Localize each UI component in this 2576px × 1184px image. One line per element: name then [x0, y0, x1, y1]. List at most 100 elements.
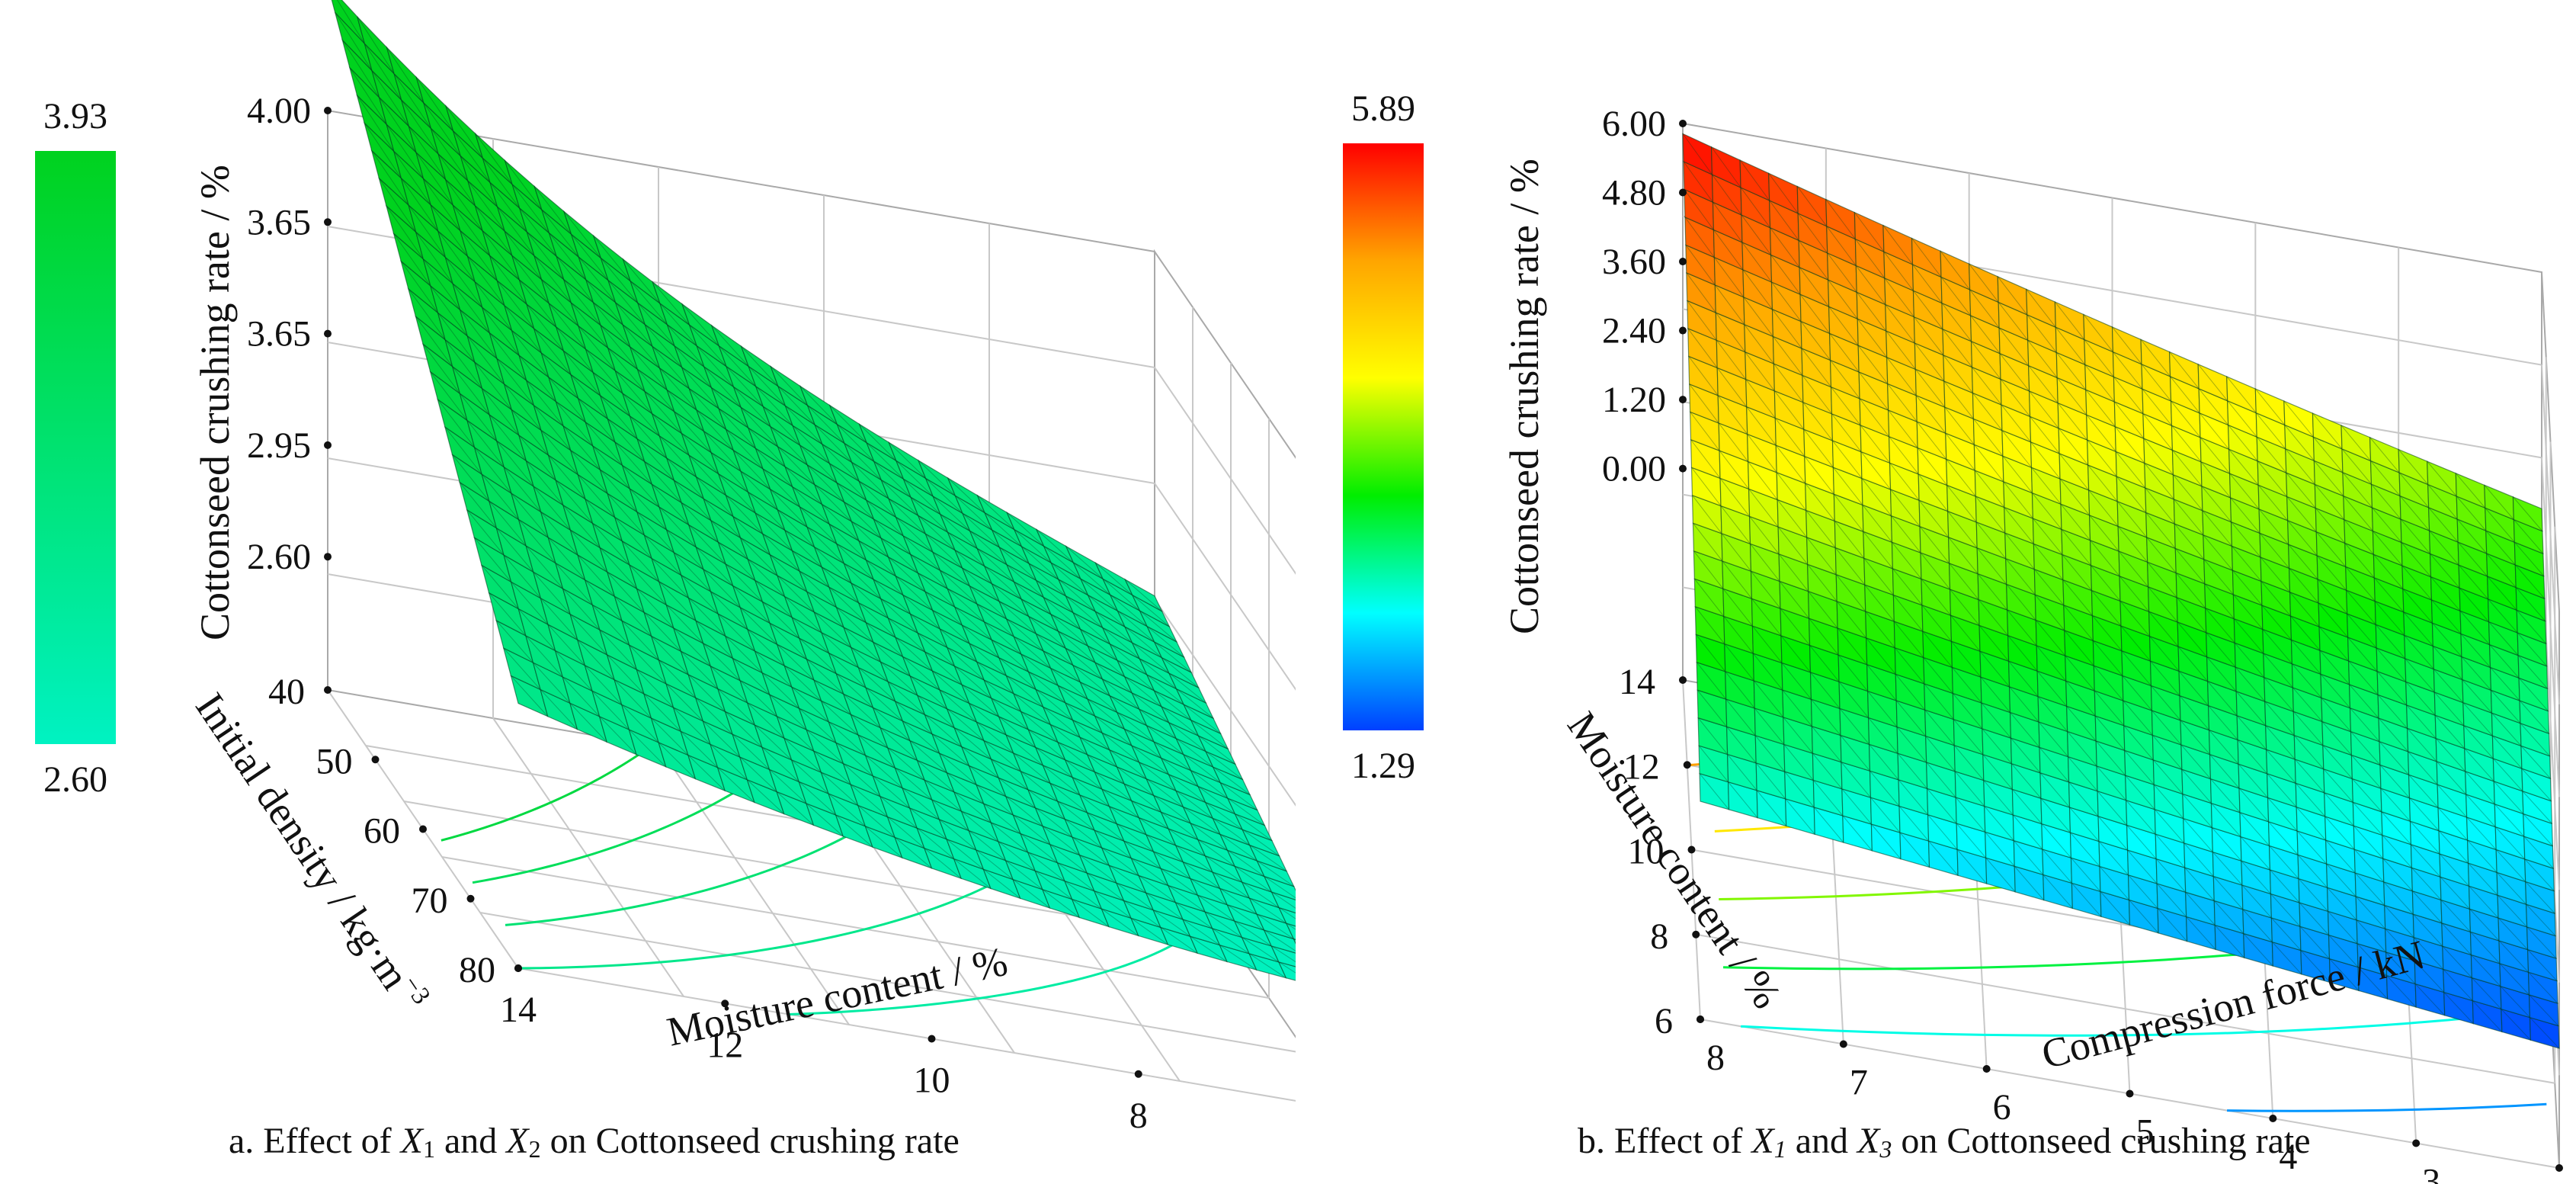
a-surface-diag: [1139, 658, 1177, 689]
a-surface-diag: [659, 367, 697, 410]
a-surface-diag: [1152, 910, 1190, 937]
b-surface-diag: [2530, 1017, 2560, 1049]
b-surface-diag: [2413, 937, 2444, 970]
b-surface-diag: [2491, 689, 2521, 724]
a-surface-diag: [466, 509, 505, 556]
b-surface-diag: [1743, 297, 1773, 337]
a-surface-diag: [364, 43, 402, 101]
a-surface-diag: [511, 330, 549, 378]
b-surface-diag: [1942, 329, 1972, 367]
a-surface-diag: [969, 703, 1007, 736]
a-surface-diag: [992, 583, 1030, 617]
a-surface-diag: [859, 423, 897, 461]
a-surface-diag: [622, 465, 660, 508]
b-surface-diag: [1773, 363, 1804, 403]
b-surface-diag: [2270, 869, 2300, 903]
b-surface-diag: [2260, 557, 2290, 592]
a-surface-diag: [636, 588, 674, 629]
b-y-tick-mark: [1692, 930, 1700, 939]
b-surface-diag: [2234, 643, 2265, 678]
a-surface-diag: [902, 656, 940, 691]
a-surface-diag: [726, 428, 764, 470]
b-surface-diag: [1950, 614, 1981, 652]
b-surface-diag: [1797, 213, 1828, 254]
a-surface-diag: [940, 514, 978, 549]
b-surface-diag: [1780, 608, 1810, 646]
b-surface-diag: [1982, 754, 2013, 790]
b-surface-diag: [2014, 865, 2045, 900]
a-surface-diag: [652, 281, 690, 326]
a-surface-diag: [1095, 562, 1133, 595]
a-surface-diag: [976, 721, 1014, 754]
a-surface-diag: [954, 606, 992, 640]
a-surface-diag: [851, 714, 889, 749]
b-surface-diag: [1688, 355, 1719, 396]
a-surface-diag: [489, 414, 527, 461]
a-surface-diag: [931, 799, 969, 831]
b-surface-diag: [1919, 526, 1950, 564]
a-surface-diag: [798, 781, 836, 816]
b-surface-diag: [1955, 797, 1986, 833]
a-surface-diag: [401, 178, 439, 232]
a-surface-diag: [710, 452, 748, 493]
b-surface-diag: [2432, 622, 2462, 657]
a-surface-diag: [1034, 870, 1072, 900]
b-surface-diag: [1883, 251, 1914, 291]
b-surface-diag: [2232, 545, 2262, 582]
a-surface-diag: [1035, 746, 1073, 778]
b-surface-diag: [1831, 413, 1862, 452]
a-surface-diag: [909, 807, 947, 840]
b-surface-diag: [2501, 1009, 2531, 1041]
a-y-tick-label: 70: [412, 881, 448, 921]
b-surface-diag: [2142, 413, 2173, 451]
a-surface-diag: [739, 680, 777, 717]
a-surface-diag: [1219, 782, 1258, 810]
b-surface-diag: [1895, 673, 1926, 711]
a-caption-var1: X: [399, 1121, 425, 1161]
a-surface-diag: [703, 569, 741, 608]
a-surface-diag: [1249, 845, 1287, 871]
a-surface-diag: [902, 720, 940, 754]
a-surface-diag: [629, 564, 667, 605]
a-surface-diag: [858, 667, 896, 702]
a-surface-diag: [629, 644, 667, 685]
a-surface-diag: [658, 659, 697, 698]
b-surface-diag: [2126, 825, 2157, 859]
a-surface-diag: [703, 431, 742, 472]
a-surface-diag: [667, 324, 705, 367]
a-surface-diag: [770, 366, 808, 406]
a-surface-diag: [777, 643, 815, 681]
a-surface-diag: [1146, 674, 1184, 705]
b-surface-diag: [1857, 318, 1888, 358]
b-caption-var2: X: [1856, 1121, 1881, 1161]
a-surface-diag: [371, 150, 409, 206]
b-surface-diag: [1890, 489, 1921, 527]
b-surface-diag: [1771, 281, 1802, 322]
a-surface-diag: [1256, 913, 1294, 939]
b-surface-diag: [2322, 745, 2353, 779]
a-surface-diag: [1013, 636, 1051, 669]
a-surface-diag: [607, 419, 646, 462]
a-surface-diag: [777, 446, 815, 485]
b-surface-diag: [2064, 630, 2094, 666]
a-surface-diag: [681, 303, 719, 347]
b-surface-diag: [2461, 656, 2491, 691]
a-surface-diag: [732, 658, 771, 695]
b-surface-diag: [2117, 525, 2148, 563]
a-surface-diag: [792, 486, 830, 525]
b-surface-diag: [1945, 432, 1975, 471]
a-surface-diag: [1020, 833, 1058, 863]
b-surface-diag: [2204, 583, 2235, 619]
b-surface-diag: [2323, 768, 2353, 803]
a-surface-diag: [474, 361, 512, 410]
b-surface-diag: [2352, 801, 2383, 836]
a-surface-diag: [1205, 801, 1243, 830]
b-surface-diag: [1783, 744, 1814, 781]
b-surface-diag: [1834, 547, 1866, 586]
b-surface-diag: [1943, 355, 1973, 393]
b-surface-diag: [1696, 662, 1727, 700]
b-surface-diag: [2232, 570, 2263, 606]
b-surface-diag: [2526, 926, 2557, 959]
a-surface-diag: [393, 73, 431, 129]
b-surface-diag: [2383, 881, 2414, 915]
